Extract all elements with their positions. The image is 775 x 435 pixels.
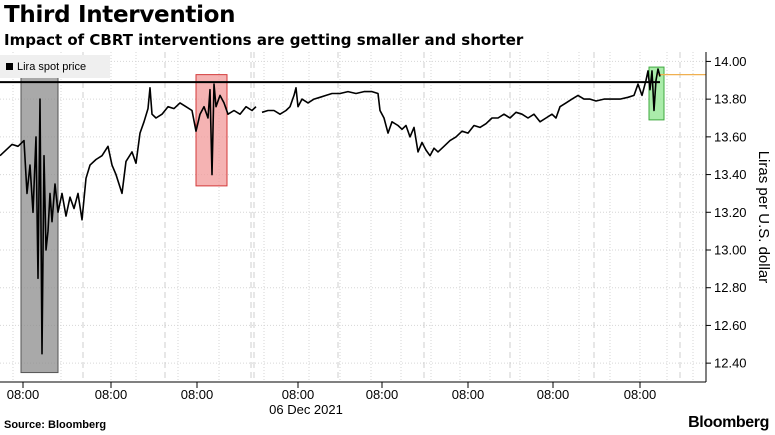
x-tick-label: 08:00: [282, 387, 315, 402]
x-tick-label: 08:00: [181, 387, 214, 402]
x-tick-label: 08:00: [624, 387, 657, 402]
chart-subtitle: Impact of CBRT interventions are getting…: [4, 31, 524, 49]
series-line-lira-spot-price: [0, 68, 661, 355]
y-tick-label: 12.80: [714, 280, 747, 295]
legend-label: Lira spot price: [17, 60, 87, 73]
y-tick-label: 13.40: [714, 167, 747, 182]
y-tick-label: 13.20: [714, 205, 747, 220]
y-axis-label: Liras per U.S. dollar: [755, 151, 772, 284]
x-tick-label: 08:00: [537, 387, 570, 402]
source-note: Source: Bloomberg: [4, 419, 107, 431]
x-tick-label: 08:00: [7, 387, 40, 402]
y-tick-label: 13.80: [714, 92, 747, 107]
chart-title: Third Intervention: [4, 2, 236, 28]
y-tick-label: 13.00: [714, 243, 747, 258]
x-date-label: 06 Dec 2021: [269, 402, 343, 417]
bloomberg-logo: Bloomberg: [688, 414, 769, 431]
legend-swatch: [6, 63, 13, 70]
x-tick-label: 08:00: [366, 387, 399, 402]
y-tick-label: 14.00: [714, 54, 747, 69]
x-tick-label: 08:00: [95, 387, 128, 402]
y-tick-label: 12.40: [714, 356, 747, 371]
x-tick-label: 08:00: [452, 387, 485, 402]
y-tick-label: 12.60: [714, 318, 747, 333]
chart-legend: Lira spot price: [0, 55, 110, 78]
y-tick-label: 13.60: [714, 129, 747, 144]
